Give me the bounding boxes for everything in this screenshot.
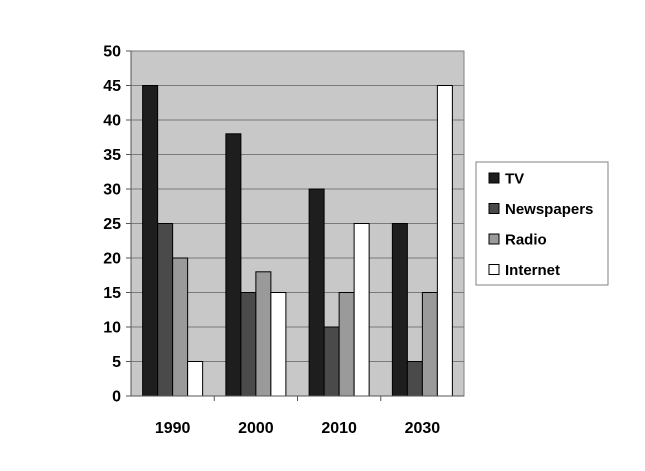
legend: TV Newspapers Radio Internet bbox=[475, 161, 609, 286]
y-tick-label: 30 bbox=[103, 182, 121, 199]
y-tick-label: 20 bbox=[103, 251, 121, 268]
x-axis-ticks: 1990 2000 2010 2030 bbox=[155, 396, 440, 437]
bar-internet-2030 bbox=[436, 85, 453, 397]
bar-internet-1990 bbox=[187, 361, 204, 397]
bar-newspapers-1990 bbox=[157, 223, 174, 397]
x-tick-label: 1990 bbox=[155, 420, 191, 437]
y-tick-label: 45 bbox=[103, 78, 121, 95]
y-tick-label: 5 bbox=[112, 354, 121, 371]
legend-label-newspapers: Newspapers bbox=[505, 201, 593, 218]
legend-label-radio: Radio bbox=[505, 232, 547, 249]
x-tick-label: 2010 bbox=[321, 420, 357, 437]
legend-label-tv: TV bbox=[505, 171, 524, 188]
y-tick-label: 25 bbox=[103, 216, 121, 233]
bar-newspapers-2030 bbox=[406, 361, 423, 397]
x-tick-label: 2000 bbox=[238, 420, 274, 437]
bar-radio-2010 bbox=[338, 292, 355, 397]
bar-radio-1990 bbox=[172, 257, 189, 397]
bar-tv-2010 bbox=[308, 188, 325, 397]
bar-newspapers-2010 bbox=[323, 326, 340, 397]
bar-radio-2030 bbox=[421, 292, 438, 397]
y-tick-label: 0 bbox=[112, 389, 121, 406]
bar-tv-1990 bbox=[142, 85, 159, 397]
y-tick-label: 40 bbox=[103, 113, 121, 130]
bar-internet-2000 bbox=[270, 292, 287, 397]
bar-newspapers-2000 bbox=[240, 292, 257, 397]
x-tick-label: 2030 bbox=[405, 420, 441, 437]
y-axis-ticks: 0 5 10 15 20 25 30 35 40 45 50 bbox=[103, 44, 131, 406]
y-tick-label: 10 bbox=[103, 320, 121, 337]
bar-radio-2000 bbox=[255, 271, 272, 397]
bar-tv-2000 bbox=[225, 133, 242, 397]
y-tick-label: 35 bbox=[103, 147, 121, 164]
y-tick-label: 50 bbox=[103, 44, 121, 61]
bar-tv-2030 bbox=[391, 223, 408, 397]
legend-swatch-newspapers bbox=[488, 203, 500, 214]
bars bbox=[142, 85, 453, 397]
y-tick-label: 15 bbox=[103, 285, 121, 302]
legend-label-internet: Internet bbox=[505, 262, 560, 279]
legend-swatch-internet bbox=[488, 264, 500, 275]
bar-internet-2010 bbox=[353, 223, 370, 397]
legend-swatch-radio bbox=[488, 233, 500, 245]
legend-swatch-tv bbox=[488, 172, 500, 184]
